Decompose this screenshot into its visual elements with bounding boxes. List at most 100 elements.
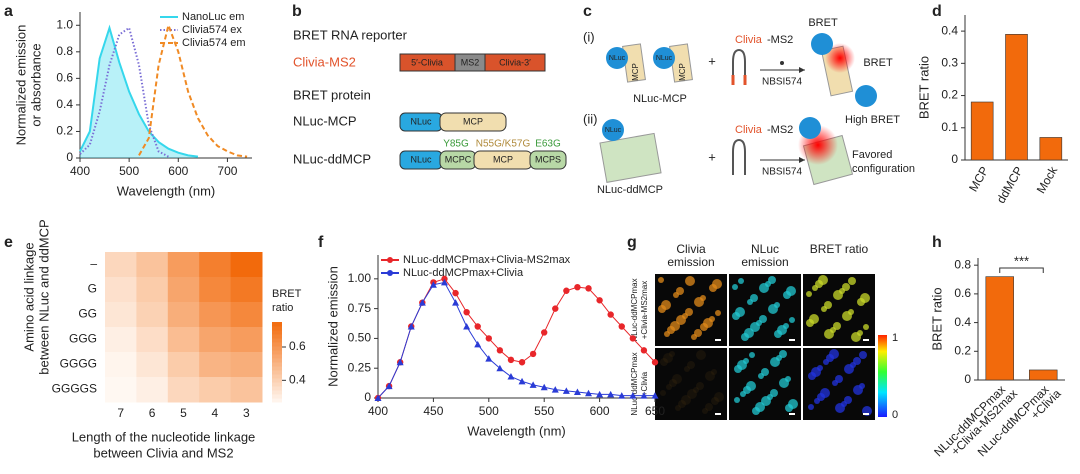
y-tick-label: 0 (66, 150, 73, 164)
cell (824, 329, 834, 339)
legend-marker (387, 270, 393, 276)
cell (758, 373, 764, 379)
y-tick-label: 0.3 (941, 56, 958, 70)
area (80, 27, 198, 158)
point (429, 281, 437, 288)
box (484, 53, 546, 72)
cell (747, 299, 753, 305)
cell (687, 361, 695, 369)
heatmap-cell (167, 277, 200, 303)
cell (678, 400, 686, 408)
heatmap-cell (136, 252, 169, 278)
cell (774, 330, 782, 338)
bar (985, 276, 1014, 381)
point (574, 283, 581, 291)
cell (741, 333, 749, 341)
series-line (79, 26, 169, 158)
point (552, 305, 559, 312)
label: MCP (463, 116, 483, 126)
nluc (653, 47, 675, 69)
point (507, 373, 515, 380)
rna (732, 138, 746, 175)
micrograph (803, 274, 875, 346)
y-axis-label: BRET ratio (916, 56, 931, 119)
rna (731, 75, 747, 85)
colorbar-step (272, 358, 282, 363)
colorbar-step (272, 370, 282, 375)
diagram-b: b BRET RNA reporter Clivia-MS2 5′-Clivia… (292, 3, 567, 170)
point (596, 297, 603, 304)
y-tick-label: GG (78, 307, 97, 321)
cell (814, 398, 820, 404)
x-axis-label: Length of the nucleotide linkage (72, 429, 256, 444)
x-tick-label: 700 (217, 164, 237, 178)
label: NBSI574 (762, 77, 802, 88)
x-axis-label: Wavelength (nm) (117, 183, 216, 198)
bar (1029, 369, 1058, 381)
nluc (799, 117, 821, 139)
cell (759, 283, 769, 293)
y-axis-label: Amino acid linkage (21, 242, 36, 351)
cell (711, 369, 717, 375)
heatmap-cell (199, 302, 232, 328)
colorbar-step (272, 382, 282, 387)
y-tick-label: 0.75 (348, 301, 372, 315)
cell (658, 305, 666, 313)
x-tick-label: 7 (117, 406, 124, 420)
colorbar-step (272, 338, 282, 343)
point (563, 287, 570, 294)
colorbar-label: 0 (892, 409, 898, 421)
heatmap-cell (105, 352, 137, 378)
cell (761, 396, 771, 406)
y-tick-label: 0.6 (954, 286, 971, 300)
cell (853, 385, 863, 395)
column-header: Clivia (676, 242, 706, 256)
row-label: +Clivia-MS2max (640, 281, 649, 339)
x-tick-label: ddMCP (994, 164, 1026, 206)
y-tick-label: 0.2 (954, 343, 971, 357)
y-tick-label: GGG (69, 332, 97, 346)
label: NLuc-ddMCP (597, 184, 663, 196)
point (585, 285, 592, 292)
cell (684, 366, 690, 372)
x-tick-label: Mock (1034, 163, 1061, 196)
arrow (799, 157, 805, 163)
label: BRET (808, 17, 838, 29)
point (474, 323, 481, 330)
heatmap-cell (136, 377, 169, 403)
x-tick-label: 3 (243, 406, 250, 420)
nluc (811, 33, 833, 55)
label: MCP (678, 63, 687, 81)
y-axis-label: or absorbance (28, 43, 43, 126)
bar (1039, 137, 1063, 161)
y-tick-label: GGGGS (52, 382, 97, 396)
cell (808, 404, 814, 410)
cell (848, 277, 856, 285)
heatmap-cell (199, 327, 232, 353)
colorbar-label: 1 (892, 332, 898, 344)
label: NLuc (605, 127, 622, 134)
panel-label: b (292, 3, 302, 20)
x-tick-label: 4 (212, 406, 219, 420)
legend-label: Clivia574 ex (182, 24, 242, 36)
significance-bracket (999, 267, 1044, 273)
colorbar-tick-label: 0.4 (289, 373, 306, 387)
label: MCPC (445, 154, 472, 164)
cell (660, 390, 666, 396)
label: -MS2 (767, 124, 793, 136)
nluc (602, 119, 624, 141)
colorbar-step (272, 374, 282, 379)
diagram-c: c (i) NLuc NLuc MCP MCP + Clivia -MS2 NB… (583, 3, 915, 196)
heatmap-cell (105, 377, 137, 403)
legend-label: Clivia574 em (182, 37, 246, 49)
bar (970, 101, 994, 161)
y-tick-label: 1.0 (56, 17, 73, 31)
point (441, 275, 448, 283)
cell (696, 382, 704, 390)
x-tick-label: 600 (590, 404, 610, 418)
cell (770, 357, 780, 367)
y-tick-label: 0.4 (56, 97, 73, 111)
panel-label: a (4, 3, 13, 20)
heatmap-cell (136, 352, 169, 378)
